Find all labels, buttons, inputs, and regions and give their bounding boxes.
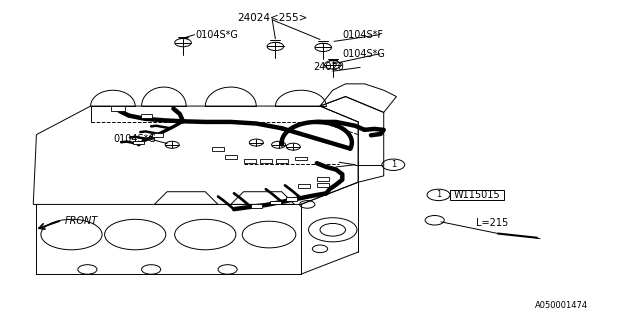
Bar: [269, 201, 281, 204]
Text: FRONT: FRONT: [65, 216, 99, 226]
Bar: [317, 183, 329, 187]
Bar: [276, 159, 287, 163]
Bar: [317, 177, 329, 181]
Text: 0104S*G: 0104S*G: [196, 30, 239, 40]
Bar: [250, 204, 262, 208]
Bar: [295, 156, 307, 160]
Text: 0104S*F: 0104S*F: [342, 30, 383, 40]
Bar: [152, 133, 163, 137]
Text: A050001474: A050001474: [534, 301, 588, 310]
Text: 24020: 24020: [314, 62, 344, 72]
Bar: [111, 106, 125, 111]
Bar: [244, 159, 255, 163]
Bar: [225, 155, 237, 159]
Text: 24024<255>: 24024<255>: [237, 13, 307, 23]
Text: W115015: W115015: [454, 190, 500, 200]
Text: 0104S*G: 0104S*G: [342, 49, 385, 59]
Bar: [132, 141, 144, 144]
Bar: [141, 114, 152, 118]
Text: 1: 1: [436, 190, 441, 199]
Bar: [260, 159, 271, 163]
Bar: [298, 184, 310, 188]
Bar: [212, 147, 224, 151]
Text: L=215: L=215: [476, 219, 508, 228]
Text: 0104S*G: 0104S*G: [113, 134, 156, 144]
Bar: [285, 197, 297, 201]
Text: 1: 1: [390, 160, 396, 169]
